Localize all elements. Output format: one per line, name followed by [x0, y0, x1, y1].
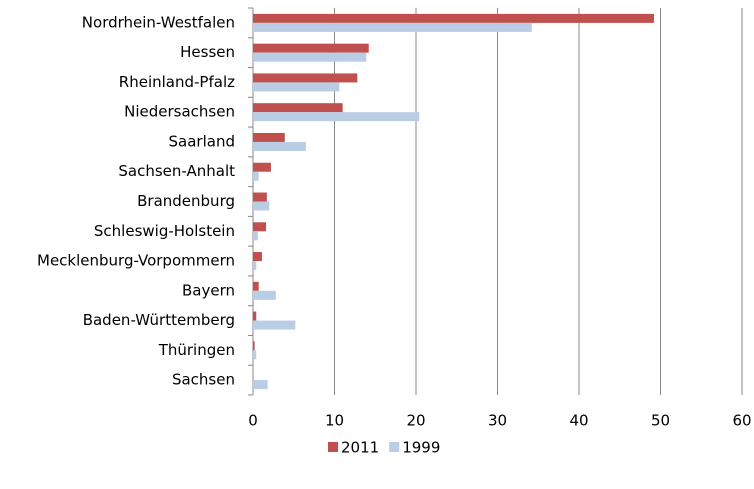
bar — [253, 201, 270, 211]
y-tick-label: Schleswig-Holstein — [94, 222, 235, 240]
bar — [253, 231, 258, 241]
bar — [253, 141, 306, 151]
x-tick-label: 60 — [732, 412, 751, 430]
bar — [253, 341, 255, 351]
y-tick-label: Baden-Württemberg — [83, 311, 235, 329]
bar — [253, 52, 367, 62]
bar — [253, 112, 420, 122]
x-tick-label: 0 — [248, 412, 258, 430]
y-tick-label: Bayern — [182, 281, 235, 299]
y-tick-label: Saarland — [169, 132, 235, 150]
y-tick-label: Niedersachsen — [124, 103, 235, 121]
x-tick-label: 20 — [406, 412, 425, 430]
bar — [253, 13, 654, 23]
bar — [253, 43, 369, 53]
bar — [253, 380, 268, 390]
bar — [253, 261, 257, 271]
bar — [253, 132, 285, 142]
bar — [253, 290, 276, 300]
y-tick-label: Hessen — [180, 43, 235, 61]
x-tick-label: 30 — [488, 412, 507, 430]
bar — [253, 252, 262, 262]
bar — [253, 73, 358, 83]
bar — [253, 103, 343, 113]
legend-swatch — [389, 442, 400, 452]
legend-label: 2011 — [341, 439, 379, 457]
bar — [253, 192, 267, 202]
legend-label: 1999 — [402, 439, 440, 457]
bar — [253, 82, 340, 92]
x-tick-label: 40 — [569, 412, 588, 430]
bar — [253, 162, 271, 172]
y-tick-label: Thüringen — [158, 341, 235, 359]
y-tick-label: Sachsen-Anhalt — [118, 162, 235, 180]
x-tick-label: 50 — [651, 412, 670, 430]
bar — [253, 222, 267, 232]
x-tick-label: 10 — [325, 412, 344, 430]
legend-swatch — [328, 442, 338, 452]
y-tick-label: Mecklenburg-Vorpommern — [37, 252, 235, 270]
y-tick-label: Brandenburg — [137, 192, 235, 210]
bar — [253, 171, 259, 181]
bar — [253, 311, 257, 321]
bar — [253, 22, 532, 32]
y-tick-label: Sachsen — [172, 371, 235, 389]
bar — [253, 350, 257, 360]
y-tick-label: Rheinland-Pfalz — [119, 73, 235, 91]
y-tick-label: Nordrhein-Westfalen — [82, 13, 235, 31]
bar — [253, 281, 259, 291]
bar — [253, 320, 296, 330]
